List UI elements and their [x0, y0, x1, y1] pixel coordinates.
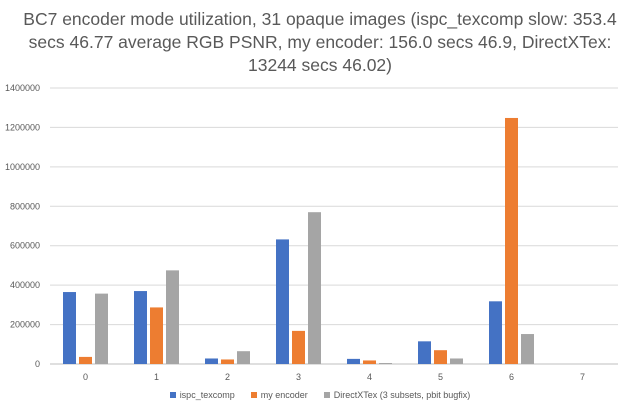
bar [63, 292, 76, 364]
bar [379, 363, 392, 364]
legend-item-my-encoder: my encoder [250, 390, 308, 400]
bar [134, 291, 147, 364]
bar [418, 341, 431, 364]
legend-swatch [323, 392, 330, 398]
bar [489, 301, 502, 364]
y-tick-label: 1200000 [5, 122, 40, 132]
legend-label: DirectXTex (3 subsets, pbit bugfix) [333, 390, 471, 400]
bar [505, 117, 518, 364]
legend-swatch [250, 392, 257, 398]
legend-label: my encoder [260, 390, 308, 400]
bar [205, 358, 218, 364]
chart-title: BC7 encoder mode utilization, 31 opaque … [23, 9, 617, 75]
x-tick-label: 6 [509, 372, 514, 382]
bar [150, 307, 163, 364]
y-tick-label: 1000000 [5, 162, 40, 172]
bars [63, 117, 534, 364]
x-tick-label: 4 [367, 372, 372, 382]
y-axis-tick-labels: 0 200000 400000 600000 800000 1000000 1200000 1… [5, 83, 40, 369]
y-tick-label: 1400000 [5, 83, 40, 93]
legend-swatch [169, 392, 176, 398]
legend: ispc_texcomp my encoder DirectXTex (3 su… [0, 390, 640, 400]
y-tick-label: 800000 [10, 201, 40, 211]
bar [434, 350, 447, 364]
y-tick-label: 400000 [10, 280, 40, 290]
x-tick-label: 0 [83, 372, 88, 382]
bar [237, 351, 250, 364]
bar [276, 239, 289, 364]
x-tick-label: 7 [580, 372, 585, 382]
bar [166, 270, 179, 364]
x-tick-label: 3 [296, 372, 301, 382]
bar [308, 212, 321, 364]
bar [347, 358, 360, 364]
bar [221, 359, 234, 364]
x-tick-label: 5 [438, 372, 443, 382]
y-tick-label: 600000 [10, 241, 40, 251]
legend-item-ispc-texcomp: ispc_texcomp [169, 390, 235, 400]
x-tick-label: 2 [225, 372, 230, 382]
bar [450, 358, 463, 364]
bar [79, 356, 92, 364]
x-axis-tick-labels: 0 1 2 3 4 5 6 7 [83, 372, 585, 382]
x-tick-label: 1 [154, 372, 159, 382]
y-tick-label: 0 [35, 359, 40, 369]
bar [363, 360, 376, 364]
legend-label: ispc_texcomp [179, 390, 235, 400]
legend-item-directxtex: DirectXTex (3 subsets, pbit bugfix) [323, 390, 471, 400]
bar [292, 330, 305, 364]
y-tick-label: 200000 [10, 320, 40, 330]
bar [95, 293, 108, 364]
bar [521, 334, 534, 364]
